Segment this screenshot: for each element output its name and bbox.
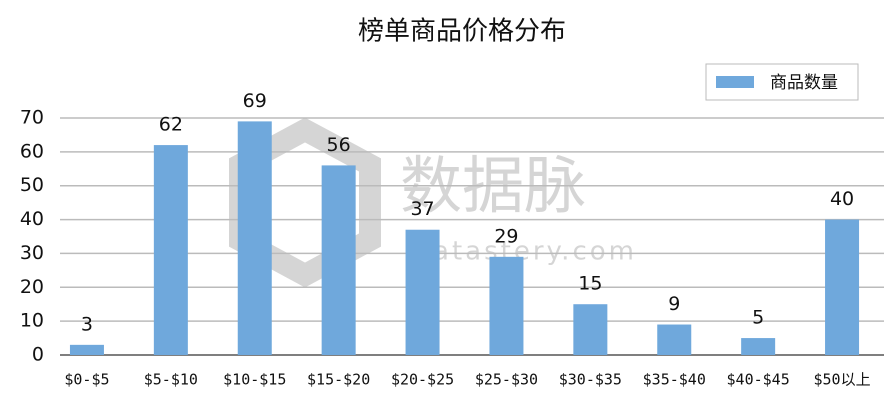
data-label: 9 [668,293,680,315]
x-tick-label: $40-$45 [727,371,790,389]
y-tick-label: 70 [20,107,44,129]
y-tick-label: 30 [20,242,44,264]
data-label: 29 [494,225,518,247]
x-tick-label: $30-$35 [559,371,622,389]
bar [405,229,440,355]
x-tick-label: $0-$5 [64,371,109,389]
bar [237,121,272,355]
bar [69,344,104,355]
y-tick-label: 20 [20,276,44,298]
data-label: 69 [243,90,267,112]
data-label: 40 [830,188,854,210]
watermark-url: Datastery.com [410,237,637,267]
data-label: 56 [327,134,351,156]
bar [573,304,608,355]
bar [153,145,188,355]
chart-title: 榜单商品价格分布 [358,17,566,47]
bar [741,338,776,355]
y-tick-label: 60 [20,140,44,162]
legend-swatch [716,76,754,88]
data-label: 5 [752,307,764,329]
x-tick-label: $20-$25 [391,371,454,389]
data-label: 62 [159,114,183,136]
y-tick-label: 10 [20,310,44,332]
x-tick-label: $5-$10 [144,371,198,389]
x-tick-label: $25-$30 [475,371,538,389]
data-label: 15 [578,273,602,295]
y-tick-label: 50 [20,174,44,196]
bar [657,324,692,355]
x-tick-label: $35-$40 [643,371,706,389]
data-label: 3 [81,313,93,335]
bar [321,165,356,355]
x-tick-label: $10-$15 [223,371,286,389]
y-tick-label: 0 [32,344,44,366]
data-label: 37 [410,198,434,220]
x-tick-label: $15-$20 [307,371,370,389]
x-tick-label: $50以上 [814,371,871,389]
legend-label: 商品数量 [770,73,838,93]
bar [489,256,524,355]
y-tick-label: 40 [20,208,44,230]
bar [825,219,860,355]
